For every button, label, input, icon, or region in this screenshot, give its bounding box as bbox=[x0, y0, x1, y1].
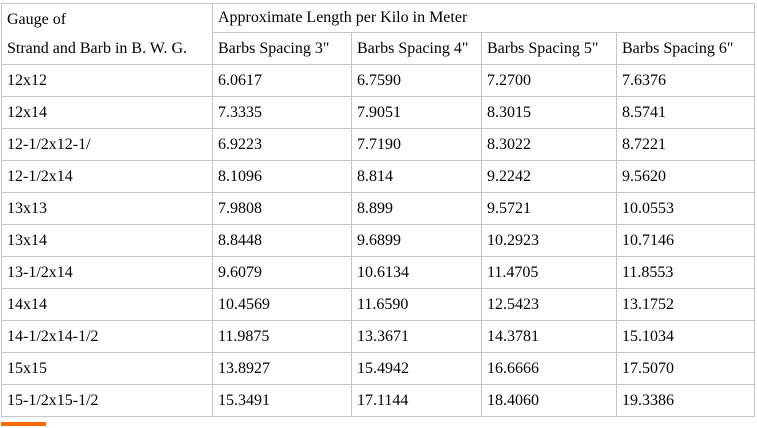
gauge-cell: 12x14 bbox=[1, 96, 213, 129]
value-cell: 8.3022 bbox=[481, 128, 617, 161]
value-cell: 11.8553 bbox=[615, 256, 756, 289]
gauge-cell: 14-1/2x14-1/2 bbox=[1, 320, 213, 353]
header-row-group: Gauge of Strand and Barb in B. W. G. App… bbox=[1, 2, 756, 65]
header-row-spacings: Barbs Spacing 3" Barbs Spacing 4" Barbs … bbox=[2, 32, 756, 65]
table-row: 13-1/2x14 9.6079 10.6134 11.4705 11.8553 bbox=[1, 256, 756, 289]
spacing-header-3in: Barbs Spacing 3" bbox=[212, 32, 352, 65]
table-row: 12x14 7.3335 7.9051 8.3015 8.5741 bbox=[1, 96, 756, 129]
gauge-cell: 13-1/2x14 bbox=[1, 256, 213, 289]
value-cell: 8.3015 bbox=[481, 96, 617, 129]
value-cell: 17.5070 bbox=[615, 352, 756, 385]
table-row: 12-1/2x14 8.1096 8.814 9.2242 9.5620 bbox=[1, 160, 756, 193]
gauge-cell: 13x13 bbox=[1, 192, 213, 225]
value-cell: 6.0617 bbox=[212, 64, 352, 97]
orange-accent-bar bbox=[1, 422, 46, 426]
value-cell: 7.9051 bbox=[351, 96, 482, 129]
value-cell: 15.4942 bbox=[351, 352, 482, 385]
value-cell: 9.5620 bbox=[615, 160, 756, 193]
value-cell: 17.1144 bbox=[351, 384, 482, 417]
value-cell: 6.7590 bbox=[351, 64, 482, 97]
value-cell: 19.3386 bbox=[615, 384, 756, 417]
value-cell: 16.6666 bbox=[481, 352, 617, 385]
value-cell: 8.5741 bbox=[615, 96, 756, 129]
spacing-header-5in: Barbs Spacing 5" bbox=[481, 32, 617, 65]
value-cell: 12.5423 bbox=[481, 288, 617, 321]
gauge-cell: 12x12 bbox=[1, 64, 213, 97]
value-cell: 8.899 bbox=[351, 192, 482, 225]
spacing-header-4in: Barbs Spacing 4" bbox=[351, 32, 482, 65]
value-cell: 9.2242 bbox=[481, 160, 617, 193]
value-cell: 13.3671 bbox=[351, 320, 482, 353]
value-cell: 9.5721 bbox=[481, 192, 617, 225]
gauge-header-line2: Strand and Barb in B. W. G. bbox=[7, 40, 187, 57]
value-cell: 7.9808 bbox=[212, 192, 352, 225]
value-cell: 10.4569 bbox=[212, 288, 352, 321]
value-cell: 6.9223 bbox=[212, 128, 352, 161]
value-cell: 11.4705 bbox=[481, 256, 617, 289]
value-cell: 7.3335 bbox=[212, 96, 352, 129]
value-cell: 8.814 bbox=[351, 160, 482, 193]
value-cell: 14.3781 bbox=[481, 320, 617, 353]
value-cell: 7.2700 bbox=[481, 64, 617, 97]
group-header-cell: Approximate Length per Kilo in Meter bbox=[211, 2, 756, 34]
value-cell: 9.6899 bbox=[351, 224, 482, 257]
value-cell: 7.7190 bbox=[351, 128, 482, 161]
gauge-header-cell: Gauge of Strand and Barb in B. W. G. bbox=[1, 3, 213, 65]
table-row: 15x15 13.8927 15.4942 16.6666 17.5070 bbox=[1, 352, 756, 385]
value-cell: 11.9875 bbox=[212, 320, 352, 353]
value-cell: 9.6079 bbox=[212, 256, 352, 289]
spacing-header-6in: Barbs Spacing 6" bbox=[615, 32, 756, 65]
value-cell: 13.1752 bbox=[615, 288, 756, 321]
value-cell: 18.4060 bbox=[481, 384, 617, 417]
gauge-cell: 14x14 bbox=[1, 288, 213, 321]
value-cell: 10.6134 bbox=[351, 256, 482, 289]
table-row: 15-1/2x15-1/2 15.3491 17.1144 18.4060 19… bbox=[1, 384, 756, 417]
value-cell: 15.1034 bbox=[615, 320, 756, 353]
gauge-cell: 13x14 bbox=[1, 224, 213, 257]
gauge-cell: 12-1/2x14 bbox=[1, 160, 213, 193]
table-row: 13x14 8.8448 9.6899 10.2923 10.7146 bbox=[1, 224, 756, 257]
value-cell: 8.1096 bbox=[212, 160, 352, 193]
value-cell: 10.7146 bbox=[615, 224, 756, 257]
table-row: 12-1/2x12-1/ 6.9223 7.7190 8.3022 8.7221 bbox=[1, 128, 756, 161]
value-cell: 10.2923 bbox=[481, 224, 617, 257]
value-cell: 13.8927 bbox=[212, 352, 352, 385]
gauge-cell: 15-1/2x15-1/2 bbox=[1, 384, 213, 417]
length-per-kilo-table: Gauge of Strand and Barb in B. W. G. App… bbox=[1, 2, 756, 417]
value-cell: 15.3491 bbox=[212, 384, 352, 417]
table-row: 12x12 6.0617 6.7590 7.2700 7.6376 bbox=[1, 64, 756, 97]
gauge-cell: 15x15 bbox=[1, 352, 213, 385]
value-cell: 10.0553 bbox=[615, 192, 756, 225]
value-cell: 7.6376 bbox=[615, 64, 756, 97]
value-cell: 8.8448 bbox=[212, 224, 352, 257]
table-row: 14x14 10.4569 11.6590 12.5423 13.1752 bbox=[1, 288, 756, 321]
gauge-cell: 12-1/2x12-1/ bbox=[1, 128, 213, 161]
table-row: 13x13 7.9808 8.899 9.5721 10.0553 bbox=[1, 192, 756, 225]
gauge-header-line1: Gauge of bbox=[7, 11, 67, 28]
value-cell: 8.7221 bbox=[615, 128, 756, 161]
table-row: 14-1/2x14-1/2 11.9875 13.3671 14.3781 15… bbox=[1, 320, 756, 353]
value-cell: 11.6590 bbox=[351, 288, 482, 321]
